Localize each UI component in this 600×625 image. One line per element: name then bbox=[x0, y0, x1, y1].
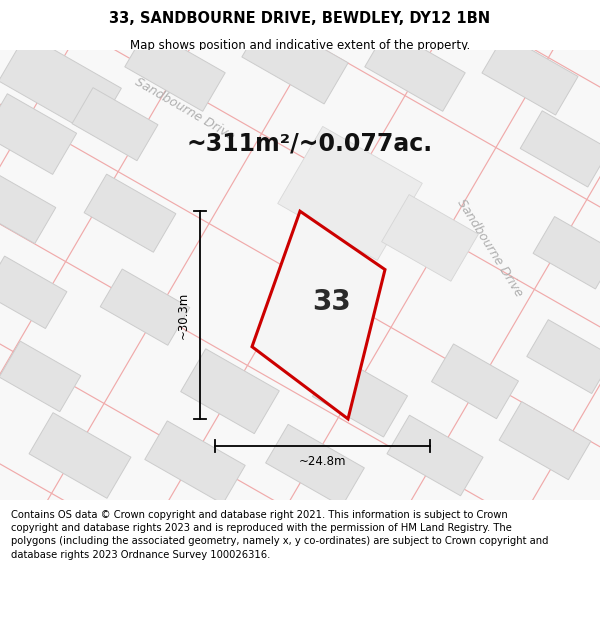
Polygon shape bbox=[72, 88, 158, 161]
Polygon shape bbox=[252, 211, 385, 419]
Text: Sandbourne Drive: Sandbourne Drive bbox=[133, 76, 237, 143]
Polygon shape bbox=[365, 28, 465, 111]
Polygon shape bbox=[482, 34, 578, 115]
Text: ~30.3m: ~30.3m bbox=[177, 291, 190, 339]
Polygon shape bbox=[278, 126, 422, 261]
Polygon shape bbox=[266, 424, 364, 506]
Polygon shape bbox=[527, 319, 600, 394]
Text: Sandbourne Drive: Sandbourne Drive bbox=[455, 196, 526, 299]
Text: Contains OS data © Crown copyright and database right 2021. This information is : Contains OS data © Crown copyright and d… bbox=[11, 510, 548, 559]
Polygon shape bbox=[431, 344, 518, 419]
Polygon shape bbox=[0, 94, 77, 174]
Polygon shape bbox=[387, 415, 483, 496]
Polygon shape bbox=[145, 421, 245, 504]
Polygon shape bbox=[313, 356, 407, 437]
Polygon shape bbox=[0, 341, 81, 412]
Polygon shape bbox=[242, 16, 348, 104]
Text: ~24.8m: ~24.8m bbox=[299, 456, 346, 469]
Text: 33, SANDBOURNE DRIVE, BEWDLEY, DY12 1BN: 33, SANDBOURNE DRIVE, BEWDLEY, DY12 1BN bbox=[109, 11, 491, 26]
Polygon shape bbox=[84, 174, 176, 253]
Polygon shape bbox=[181, 349, 280, 434]
Polygon shape bbox=[100, 269, 190, 345]
Polygon shape bbox=[0, 34, 121, 136]
Polygon shape bbox=[125, 28, 225, 111]
Polygon shape bbox=[520, 111, 600, 187]
Text: ~311m²/~0.077ac.: ~311m²/~0.077ac. bbox=[187, 132, 433, 156]
Polygon shape bbox=[0, 173, 56, 244]
Polygon shape bbox=[382, 194, 478, 281]
Polygon shape bbox=[499, 402, 591, 480]
Text: Map shows position and indicative extent of the property.: Map shows position and indicative extent… bbox=[130, 39, 470, 52]
Polygon shape bbox=[29, 412, 131, 498]
Text: 33: 33 bbox=[312, 288, 350, 316]
Polygon shape bbox=[533, 216, 600, 289]
Polygon shape bbox=[0, 256, 67, 329]
